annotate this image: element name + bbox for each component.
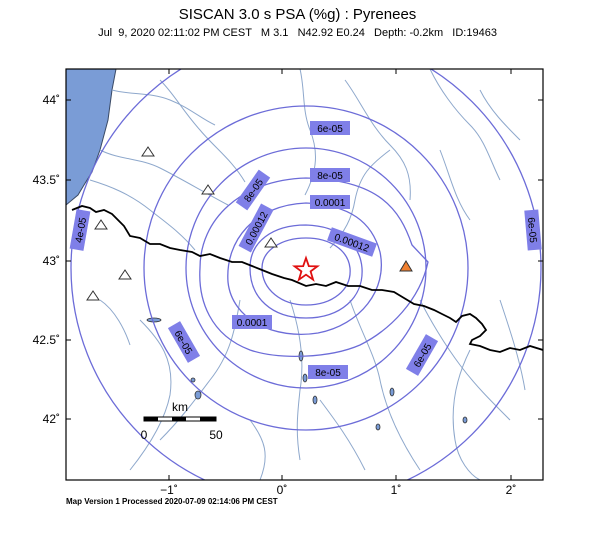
contour-label-text: 0.0001 (315, 198, 346, 209)
x-tick-label: 2˚ (506, 483, 517, 497)
station-triangle-icon[interactable] (201, 184, 215, 195)
epicenter-star-icon[interactable] (291, 255, 321, 282)
contour-label-text: 8e-05 (317, 171, 343, 182)
scale-unit: km (172, 400, 188, 414)
contour-label: 0.0001 (310, 195, 350, 209)
contour-label: 8e-05 (310, 168, 350, 182)
sea-area (66, 69, 117, 206)
station-triangle-icon[interactable] (141, 146, 155, 157)
contour-label-text: 6e-05 (525, 217, 538, 244)
x-tick-label: 1˚ (391, 483, 402, 497)
contour-label-text: 8e-05 (315, 368, 341, 379)
y-tick-label: 43˚ (43, 254, 60, 268)
scale-end: 50 (209, 428, 223, 442)
x-tick-label: −1˚ (160, 483, 178, 497)
contour-label: 0.0001 (232, 315, 272, 329)
y-tick-label: 43.5˚ (33, 173, 60, 187)
scale-bar: km 0 50 (141, 400, 223, 442)
contour-label: 6e-05 (310, 121, 350, 135)
map-title: SISCAN 3.0 s PSA (%g) : Pyrenees (178, 6, 417, 23)
station-triangle-icon[interactable] (264, 237, 278, 248)
scale-start: 0 (141, 428, 148, 442)
stations (86, 146, 413, 301)
y-tick-label: 44˚ (43, 93, 60, 107)
contour-label: 8e-05 (308, 365, 348, 379)
y-tick-label: 42.5˚ (33, 333, 60, 347)
station-triangle-active-icon[interactable] (399, 260, 413, 272)
x-axis-labels: −1˚ 0˚ 1˚ 2˚ (160, 483, 516, 497)
map-content (66, 69, 543, 480)
map-frame (65, 68, 544, 481)
axis-ticks (66, 69, 543, 480)
contour-label-text: 4e-05 (74, 216, 89, 244)
contour-label-text: 0.0001 (237, 318, 268, 329)
contour-label: 4e-05 (69, 209, 91, 251)
contours (70, 69, 542, 480)
y-axis-labels: 44˚ 43.5˚ 43˚ 42.5˚ 42˚ (33, 93, 60, 426)
y-tick-label: 42˚ (43, 412, 60, 426)
x-tick-label: 0˚ (277, 483, 288, 497)
contour-labels: 6e-05 8e-05 8e-05 0.0001 0.00012 0.00012… (69, 121, 542, 379)
event-details: Jul 9, 2020 02:11:02 PM CEST M 3.1 N42.9… (98, 27, 497, 39)
rivers (89, 69, 526, 480)
station-triangle-icon[interactable] (118, 269, 132, 280)
station-triangle-icon[interactable] (94, 219, 108, 230)
national-border (71, 205, 543, 353)
contour-label: 6e-05 (524, 209, 542, 251)
contour-label-text: 6e-05 (317, 124, 343, 135)
lakes (146, 317, 468, 431)
station-triangle-icon[interactable] (86, 290, 100, 301)
map-version-footer: Map Version 1 Processed 2020-07-09 02:14… (66, 497, 278, 506)
